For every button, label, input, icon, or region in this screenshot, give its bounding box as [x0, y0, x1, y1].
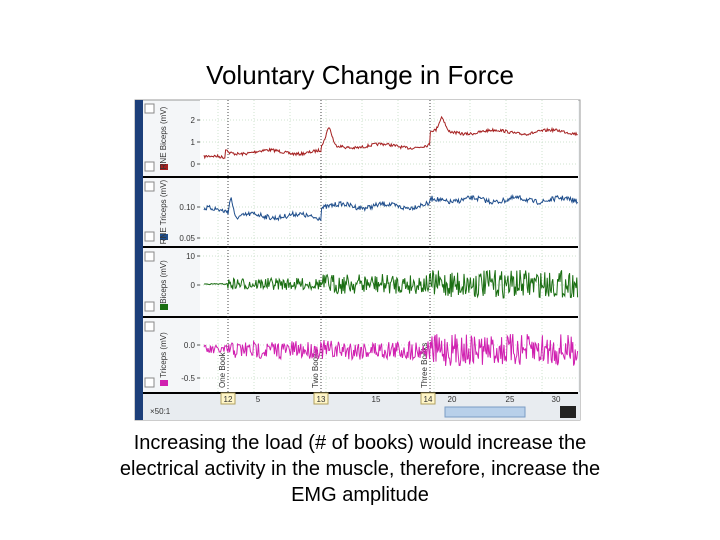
- signal-trace: [203, 194, 579, 222]
- y-tick-label: 0: [191, 160, 196, 169]
- button: [144, 251, 155, 262]
- button: [144, 103, 155, 114]
- caption-line: EMG amplitude: [291, 484, 429, 506]
- y-tick-label: 0.05: [179, 234, 195, 243]
- marker-box: [420, 392, 436, 405]
- x-tick-label: 14: [424, 395, 433, 404]
- x-tick-label: 30: [552, 395, 561, 404]
- axis-label: RNE Biceps (mV): [159, 106, 168, 169]
- axis-label: Biceps (mV): [159, 260, 168, 304]
- button: [144, 301, 155, 312]
- x-tick-label: 13: [317, 395, 326, 404]
- x-tick-label: 12: [224, 395, 233, 404]
- y-tick-label: 0.10: [179, 203, 195, 212]
- button: [144, 377, 155, 388]
- caption-line: electrical activity in the muscle, there…: [120, 458, 600, 480]
- sidebar: [135, 100, 143, 420]
- axis-label: RNE Triceps (mV): [159, 179, 168, 244]
- color-swatch: [160, 164, 168, 170]
- marker-label: One Book: [218, 351, 227, 388]
- caption-line: Increasing the load (# of books) would i…: [134, 432, 587, 454]
- color-swatch: [160, 234, 168, 240]
- color-swatch: [160, 304, 168, 310]
- y-tick-label: 10: [186, 252, 195, 261]
- signal-trace: [203, 115, 578, 160]
- marker-box: [220, 392, 236, 405]
- y-tick-label: -0.5: [181, 374, 195, 383]
- signal-trace: [203, 333, 579, 367]
- button: [144, 321, 155, 332]
- color-swatch: [160, 380, 168, 386]
- y-tick-label: 0.0: [184, 341, 196, 350]
- slide-title: Voluntary Change in Force: [206, 60, 514, 90]
- x-tick-label: 20: [448, 395, 457, 404]
- axis-label: Triceps (mV): [159, 332, 168, 378]
- marker-label: Three Books: [420, 343, 429, 388]
- x-tick-label: 15: [372, 395, 381, 404]
- y-tick-label: 1: [191, 138, 196, 147]
- button: [144, 181, 155, 192]
- button: [144, 161, 155, 172]
- signal-trace: [203, 269, 579, 299]
- x-tick-label: 25: [506, 395, 515, 404]
- zoom-label: ×50:1: [150, 407, 171, 416]
- scroll-end-button[interactable]: [560, 406, 576, 418]
- button: [144, 231, 155, 242]
- marker-box: [313, 392, 329, 405]
- scrollbar-thumb[interactable]: [444, 406, 526, 418]
- y-tick-label: 2: [191, 116, 196, 125]
- marker-label: Two Books: [311, 349, 320, 388]
- x-tick-label: 5: [256, 395, 261, 404]
- y-tick-label: 0: [191, 281, 196, 290]
